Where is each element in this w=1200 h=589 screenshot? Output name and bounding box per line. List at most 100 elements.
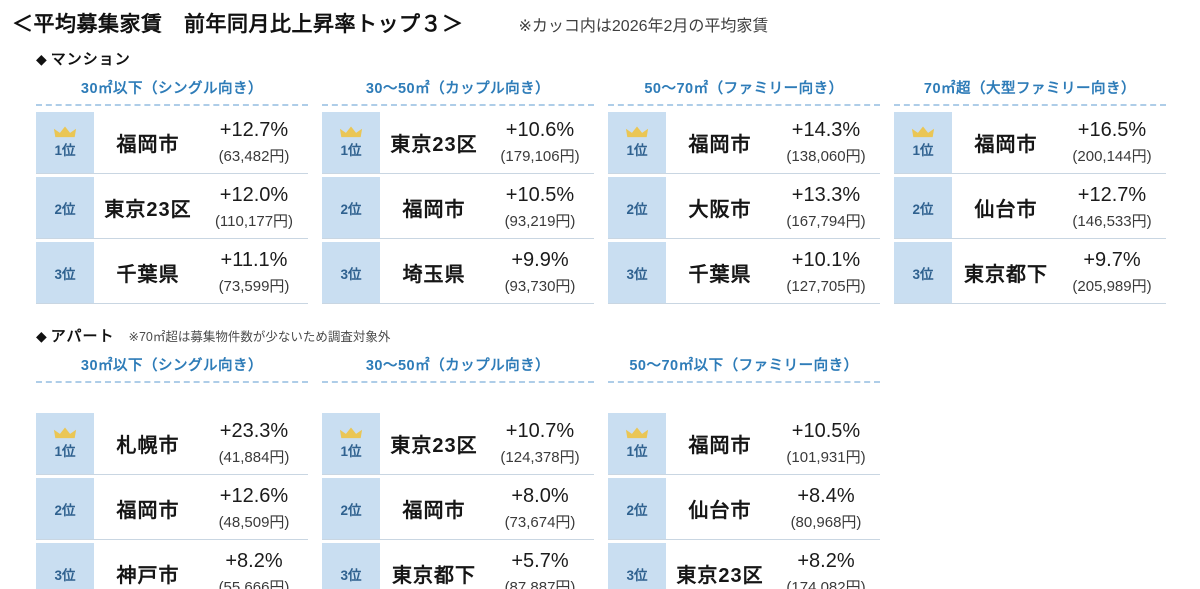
city-name: 東京23区 — [104, 199, 192, 221]
rank-label: 1位 — [54, 444, 76, 459]
rank-label: 1位 — [340, 143, 362, 158]
ranking-row: 3位 東京都下 +5.7% (87,887円) — [322, 543, 594, 589]
city-name: 大阪市 — [688, 199, 752, 221]
average-rent: (93,219円) — [504, 213, 576, 230]
city-name: 千葉県 — [688, 264, 752, 286]
rank-label: 3位 — [340, 567, 362, 583]
increase-rate: +9.9% — [511, 249, 569, 271]
rank-label: 3位 — [626, 567, 648, 583]
column-rows: 1位 札幌市 +23.3% (41,884円) 2位 福岡市 +12.6% (4… — [36, 413, 308, 589]
increase-rate: +8.4% — [797, 485, 855, 507]
section: ◆ マンション 30㎡以下（シングル向き） 1位 福岡市 +12.7% (63,4… — [36, 48, 1200, 307]
row-stats: +12.6% (48,509円) — [202, 478, 308, 539]
row-stats: +13.3% (167,794円) — [774, 177, 880, 238]
ranking-column: 30〜50㎡（カップル向き） 1位 東京23区 +10.7% (124,378円… — [322, 354, 594, 589]
average-rent: (174,082円) — [786, 579, 866, 589]
column-header: 30㎡以下（シングル向き） — [36, 354, 308, 383]
average-rent: (110,177円) — [214, 213, 294, 230]
title-note: ※カッコ内は2026年2月の平均家賃 — [518, 18, 769, 35]
increase-rate: +12.7% — [1077, 184, 1147, 206]
city-name: 福岡市 — [974, 134, 1038, 156]
ranking-row: 3位 神戸市 +8.2% (55,666円) — [36, 543, 308, 589]
column-header: 70㎡超（大型ファミリー向き） — [894, 77, 1166, 106]
ranking-row: 2位 大阪市 +13.3% (167,794円) — [608, 177, 880, 239]
increase-rate: +8.0% — [511, 485, 569, 507]
ranking-column: 30㎡以下（シングル向き） 1位 札幌市 +23.3% (41,884円) 2位… — [36, 354, 308, 589]
ranking-column: 30㎡以下（シングル向き） 1位 福岡市 +12.7% (63,482円) 2位… — [36, 77, 308, 307]
ranking-row: 3位 千葉県 +11.1% (73,599円) — [36, 242, 308, 304]
page-title: ＜平均募集家賃 前年同月比上昇率トップ３＞ — [12, 13, 464, 36]
ranking-row: 2位 東京23区 +12.0% (110,177円) — [36, 177, 308, 239]
rank-badge: 2位 — [322, 478, 380, 539]
rank-label: 2位 — [912, 201, 934, 217]
city-name: 福岡市 — [402, 199, 466, 221]
column-header: 30㎡以下（シングル向き） — [36, 77, 308, 106]
ranking-row: 3位 東京都下 +9.7% (205,989円) — [894, 242, 1166, 304]
city-name: 東京23区 — [390, 435, 478, 457]
rank-badge: 3位 — [608, 543, 666, 589]
average-rent: (200,144円) — [1072, 148, 1152, 165]
average-rent: (167,794円) — [786, 213, 866, 230]
city-name: 東京23区 — [390, 134, 478, 156]
ranking-row: 1位 福岡市 +14.3% (138,060円) — [608, 112, 880, 174]
rank-badge: 1位 — [36, 112, 94, 173]
increase-rate: +16.5% — [1077, 119, 1147, 141]
increase-rate: +10.1% — [791, 249, 861, 271]
ranking-row: 3位 東京23区 +8.2% (174,082円) — [608, 543, 880, 589]
rank-label: 1位 — [912, 143, 934, 158]
column-header: 30〜50㎡（カップル向き） — [322, 354, 594, 383]
average-rent: (93,730円) — [504, 278, 576, 295]
increase-rate: +8.2% — [797, 550, 855, 572]
city-name: 東京23区 — [676, 565, 764, 587]
rank-badge: 3位 — [894, 242, 952, 303]
city-name: 福岡市 — [688, 435, 752, 457]
rank-badge: 1位 — [322, 413, 380, 474]
city-name: 千葉県 — [116, 264, 180, 286]
average-rent: (146,533円) — [1072, 213, 1152, 230]
column-rows: 1位 福岡市 +10.5% (101,931円) 2位 仙台市 +8.4% (8… — [608, 413, 880, 589]
diamond-icon: ◆ — [36, 51, 47, 67]
city-name: 福岡市 — [688, 134, 752, 156]
rank-label: 2位 — [626, 201, 648, 217]
average-rent: (48,509円) — [218, 514, 290, 531]
ranking-column: 50〜70㎡以下（ファミリー向き） 1位 福岡市 +10.5% (101,931… — [608, 354, 880, 589]
increase-rate: +14.3% — [791, 119, 861, 141]
ranking-row: 2位 仙台市 +8.4% (80,968円) — [608, 478, 880, 540]
rank-badge: 1位 — [608, 413, 666, 474]
column-rows: 1位 東京23区 +10.7% (124,378円) 2位 福岡市 +8.0% … — [322, 413, 594, 589]
rank-label: 2位 — [626, 502, 648, 518]
increase-rate: +8.2% — [225, 550, 283, 572]
average-rent: (124,378円) — [500, 449, 580, 466]
rank-badge: 3位 — [608, 242, 666, 303]
column-rows: 1位 福岡市 +12.7% (63,482円) 2位 東京23区 +12.0% … — [36, 112, 308, 304]
rank-label: 2位 — [54, 201, 76, 217]
average-rent: (205,989円) — [1072, 278, 1152, 295]
column-rows: 1位 東京23区 +10.6% (179,106円) 2位 福岡市 +10.5%… — [322, 112, 594, 304]
crown-icon — [625, 427, 649, 439]
increase-rate: +10.5% — [791, 420, 861, 442]
section-columns: 30㎡以下（シングル向き） 1位 福岡市 +12.7% (63,482円) 2位… — [36, 77, 1200, 307]
crown-icon — [625, 126, 649, 138]
rank-label: 3位 — [626, 266, 648, 282]
city-name: 福岡市 — [402, 500, 466, 522]
section-columns: 30㎡以下（シングル向き） 1位 札幌市 +23.3% (41,884円) 2位… — [36, 354, 1200, 589]
average-rent: (138,060円) — [786, 148, 866, 165]
rank-label: 1位 — [626, 143, 648, 158]
rank-badge: 2位 — [322, 177, 380, 238]
row-stats: +8.4% (80,968円) — [774, 478, 880, 539]
row-stats: +9.7% (205,989円) — [1060, 242, 1166, 303]
ranking-column: 30〜50㎡（カップル向き） 1位 東京23区 +10.6% (179,106円… — [322, 77, 594, 307]
increase-rate: +10.5% — [505, 184, 575, 206]
row-stats: +23.3% (41,884円) — [202, 413, 308, 474]
row-stats: +5.7% (87,887円) — [488, 543, 594, 589]
row-stats: +8.2% (55,666円) — [202, 543, 308, 589]
row-stats: +12.7% (63,482円) — [202, 112, 308, 173]
rank-badge: 2位 — [36, 177, 94, 238]
ranking-column: 50〜70㎡（ファミリー向き） 1位 福岡市 +14.3% (138,060円)… — [608, 77, 880, 307]
increase-rate: +13.3% — [791, 184, 861, 206]
rank-badge: 3位 — [322, 242, 380, 303]
section-label: アパート — [50, 328, 115, 345]
ranking-row: 1位 東京23区 +10.7% (124,378円) — [322, 413, 594, 475]
average-rent: (73,674円) — [504, 514, 576, 531]
